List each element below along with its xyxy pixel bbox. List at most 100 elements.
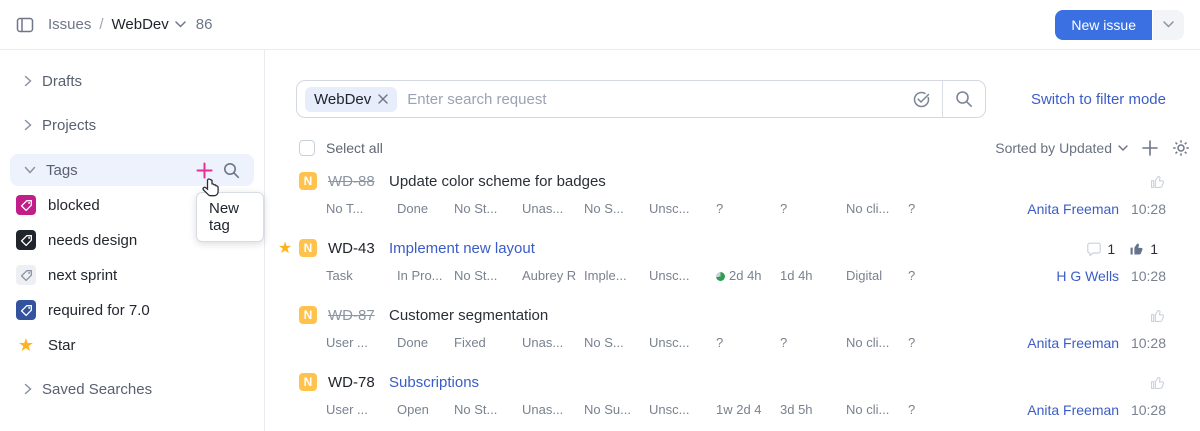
new-issue-dropdown-button[interactable]	[1152, 9, 1184, 40]
field-subsystem[interactable]: Imple...	[584, 268, 627, 283]
field-sprint[interactable]: Unsc...	[649, 335, 690, 350]
field-client[interactable]: No cli...	[846, 335, 890, 350]
field-spent-time[interactable]: 3d 5h	[780, 402, 813, 417]
field-sprint[interactable]: Unsc...	[649, 402, 690, 417]
issue-row: N WD-78 Subscriptions User ... Open No S…	[265, 367, 1200, 431]
field-stage[interactable]: No St...	[454, 201, 498, 216]
field-estimation[interactable]: 2d 4h	[716, 268, 780, 283]
star-icon: ★	[17, 335, 35, 355]
field-state[interactable]: Done	[397, 335, 429, 350]
field-client[interactable]: No cli...	[846, 402, 890, 417]
new-issue-button[interactable]: New issue	[1055, 9, 1152, 40]
tag-item-next-sprint[interactable]: next sprint	[10, 260, 254, 290]
issue-id[interactable]: WD-78	[328, 373, 375, 391]
search-tags-button[interactable]	[223, 162, 240, 179]
field-state[interactable]: Open	[397, 402, 429, 417]
new-tag-button[interactable]	[196, 162, 213, 179]
run-search-button[interactable]	[943, 81, 985, 117]
add-sort-field-button[interactable]	[1142, 140, 1158, 156]
likes-count: 1	[1150, 240, 1158, 257]
field-estimation[interactable]: 1w 2d 4	[716, 402, 762, 417]
smart-search-button[interactable]	[900, 81, 942, 117]
list-settings-button[interactable]	[1172, 139, 1190, 157]
tag-item-required-for-7-0[interactable]: required for 7.0	[10, 295, 254, 325]
field-stage[interactable]: No St...	[454, 402, 498, 417]
tag-label: required for 7.0	[48, 301, 150, 319]
field-subsystem[interactable]: No S...	[584, 335, 624, 350]
field-sprint[interactable]: Unsc...	[649, 201, 690, 216]
issue-type-icon[interactable]: N	[299, 373, 317, 391]
updated-time: 10:28	[1130, 335, 1166, 351]
field-stage[interactable]: No St...	[454, 268, 498, 283]
tag-item-needs-design[interactable]: needs design	[10, 225, 254, 255]
field-subsystem[interactable]: No S...	[584, 201, 624, 216]
field-type[interactable]: Task	[326, 268, 353, 283]
select-all-checkbox[interactable]	[299, 140, 315, 156]
issue-summary[interactable]: Subscriptions	[389, 373, 480, 391]
like-button[interactable]	[1149, 307, 1166, 324]
chip-close-icon[interactable]	[378, 94, 388, 104]
field-type[interactable]: User ...	[326, 335, 368, 350]
field-type[interactable]: No T...	[326, 201, 364, 216]
like-button[interactable]	[1128, 240, 1145, 257]
issue-id[interactable]: WD-43	[328, 239, 375, 257]
field-spent-time[interactable]: ?	[780, 201, 788, 216]
issue-id[interactable]: WD-88	[328, 172, 375, 190]
like-button[interactable]	[1149, 173, 1166, 190]
project-chevron-down-icon[interactable]	[175, 21, 186, 28]
updater-link[interactable]: H G Wells	[1056, 268, 1120, 284]
updater-link[interactable]: Anita Freeman	[1027, 201, 1120, 217]
field-spent-time[interactable]: ?	[780, 335, 788, 350]
field-client[interactable]: No cli...	[846, 201, 890, 216]
tag-item-blocked[interactable]: blocked	[10, 190, 254, 220]
field-estimation[interactable]: ?	[716, 201, 724, 216]
issue-summary[interactable]: Implement new layout	[389, 239, 535, 257]
field-spent-time[interactable]: 1d 4h	[780, 268, 813, 283]
issue-count: 86	[195, 16, 213, 33]
issue-id[interactable]: WD-87	[328, 306, 375, 324]
comments-indicator[interactable]	[1086, 241, 1102, 257]
updater-link[interactable]: Anita Freeman	[1027, 335, 1120, 351]
field-assignee[interactable]: Aubrey R	[522, 268, 577, 283]
field-misc[interactable]: ?	[908, 201, 916, 216]
sidebar-toggle-icon[interactable]	[16, 16, 34, 34]
issue-type-icon[interactable]: N	[299, 172, 317, 190]
sidebar-item-saved-searches[interactable]: Saved Searches	[10, 374, 254, 404]
field-assignee[interactable]: Unas...	[522, 201, 564, 216]
sidebar-item-projects[interactable]: Projects	[10, 110, 254, 140]
field-state[interactable]: In Pro...	[397, 268, 443, 283]
issue-type-icon[interactable]: N	[299, 239, 317, 257]
sidebar-item-tags[interactable]: Tags	[10, 154, 254, 186]
field-sprint[interactable]: Unsc...	[649, 268, 690, 283]
search-icon	[224, 162, 240, 178]
search-box[interactable]: WebDev	[296, 80, 986, 118]
gear-icon	[1173, 140, 1189, 156]
field-subsystem[interactable]: No Su...	[584, 402, 631, 417]
updater-link[interactable]: Anita Freeman	[1027, 402, 1120, 418]
issue-row: ★ N WD-43 Implement new layout 1 1 Task …	[265, 233, 1200, 300]
field-client[interactable]: Digital	[846, 268, 883, 283]
updated-time: 10:28	[1130, 268, 1166, 284]
field-estimation[interactable]: ?	[716, 335, 724, 350]
field-misc[interactable]: ?	[908, 335, 916, 350]
issue-summary[interactable]: Customer segmentation	[389, 306, 549, 324]
field-resolution[interactable]: Fixed	[454, 335, 486, 350]
issue-type-icon[interactable]: N	[299, 306, 317, 324]
breadcrumb-issues[interactable]: Issues	[48, 16, 92, 33]
field-misc[interactable]: ?	[908, 402, 916, 417]
search-input[interactable]	[397, 90, 900, 108]
sidebar-item-star[interactable]: ★ Star	[10, 330, 254, 360]
sort-order-control[interactable]: Sorted by Updated	[995, 140, 1128, 156]
like-button[interactable]	[1149, 374, 1166, 391]
field-state[interactable]: Done	[397, 201, 429, 216]
switch-to-filter-mode-link[interactable]: Switch to filter mode	[1030, 90, 1166, 108]
breadcrumb-project[interactable]: WebDev	[111, 16, 169, 33]
star-toggle[interactable]: ★	[277, 240, 293, 257]
field-misc[interactable]: ?	[908, 268, 916, 283]
field-assignee[interactable]: Unas...	[522, 335, 564, 350]
field-type[interactable]: User ...	[326, 402, 368, 417]
sidebar-item-drafts[interactable]: Drafts	[10, 66, 254, 96]
issue-summary[interactable]: Update color scheme for badges	[389, 172, 606, 190]
search-chip-project[interactable]: WebDev	[305, 86, 398, 112]
field-assignee[interactable]: Unas...	[522, 402, 564, 417]
